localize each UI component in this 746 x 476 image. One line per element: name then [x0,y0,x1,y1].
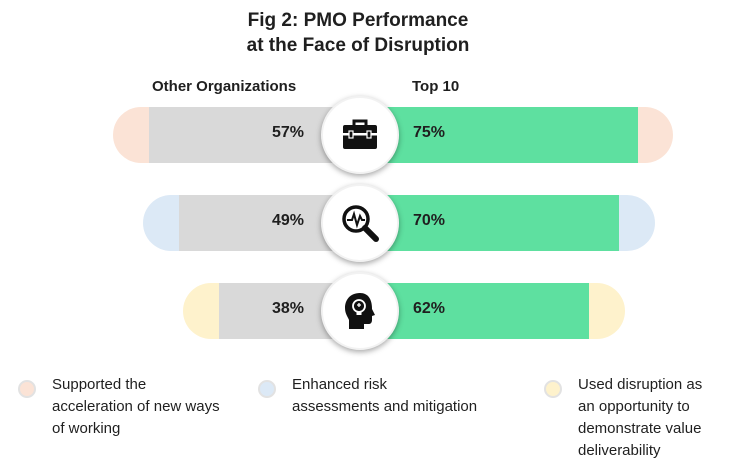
legend-swatch [544,380,562,398]
data-label-other: 38% [271,300,304,317]
briefcase-icon [343,119,377,149]
data-label-top10: 70% [413,212,446,229]
chart-title: Fig 2: PMO Performance at the Face of Di… [0,8,716,58]
series-label-other: Other Organizations [152,78,297,95]
head-lightbulb-icon [345,293,375,329]
legend-text-line: of working [52,420,121,437]
data-label-other: 57% [271,124,304,141]
head-lightbulb-icon-badge [321,272,399,350]
legend-text-line: Enhanced risk [292,376,388,393]
chart-title-line-1: Fig 2: PMO Performance [247,10,469,31]
legend-swatch [18,380,36,398]
series-label-top10: Top 10 [412,78,460,95]
legend-item-3: Used disruption as an opportunity to demon… [544,374,702,462]
data-label-top10: 62% [413,300,446,317]
data-label-top10: 75% [413,124,446,141]
magnifier-pulse-icon-badge [321,184,399,262]
legend-text: Enhanced risk assessments and mitigation [292,374,477,418]
bar-top10 [360,107,638,163]
bar-top10 [360,195,619,251]
bar-row-1: 57% 75% [0,96,746,174]
legend-item-2: Enhanced risk assessments and mitigation [258,374,477,418]
legend-text-line: acceleration of new ways [52,398,220,415]
data-label-other: 49% [271,212,304,229]
legend-text-line: an opportunity to [578,398,690,415]
bar-row-3: 38% 62% [0,272,746,350]
magnifier-pulse-icon [342,205,379,242]
legend-text-line: Used disruption as [578,376,703,393]
briefcase-icon-badge [321,96,399,174]
legend-text: Used disruption as an opportunity to demon… [578,374,702,462]
legend-swatch [258,380,276,398]
legend-text-line: assessments and mitigation [292,398,478,415]
chart-title-line-2: at the Face of Disruption [246,35,470,56]
legend-text: Supported the acceleration of new ways of … [52,374,220,440]
bar-row-2: 49% 70% [0,184,746,262]
legend-text-line: deliverability [578,442,661,459]
legend-item-1: Supported the acceleration of new ways of … [18,374,220,440]
legend-text-line: demonstrate value [578,420,702,437]
legend-text-line: Supported the [52,376,147,393]
